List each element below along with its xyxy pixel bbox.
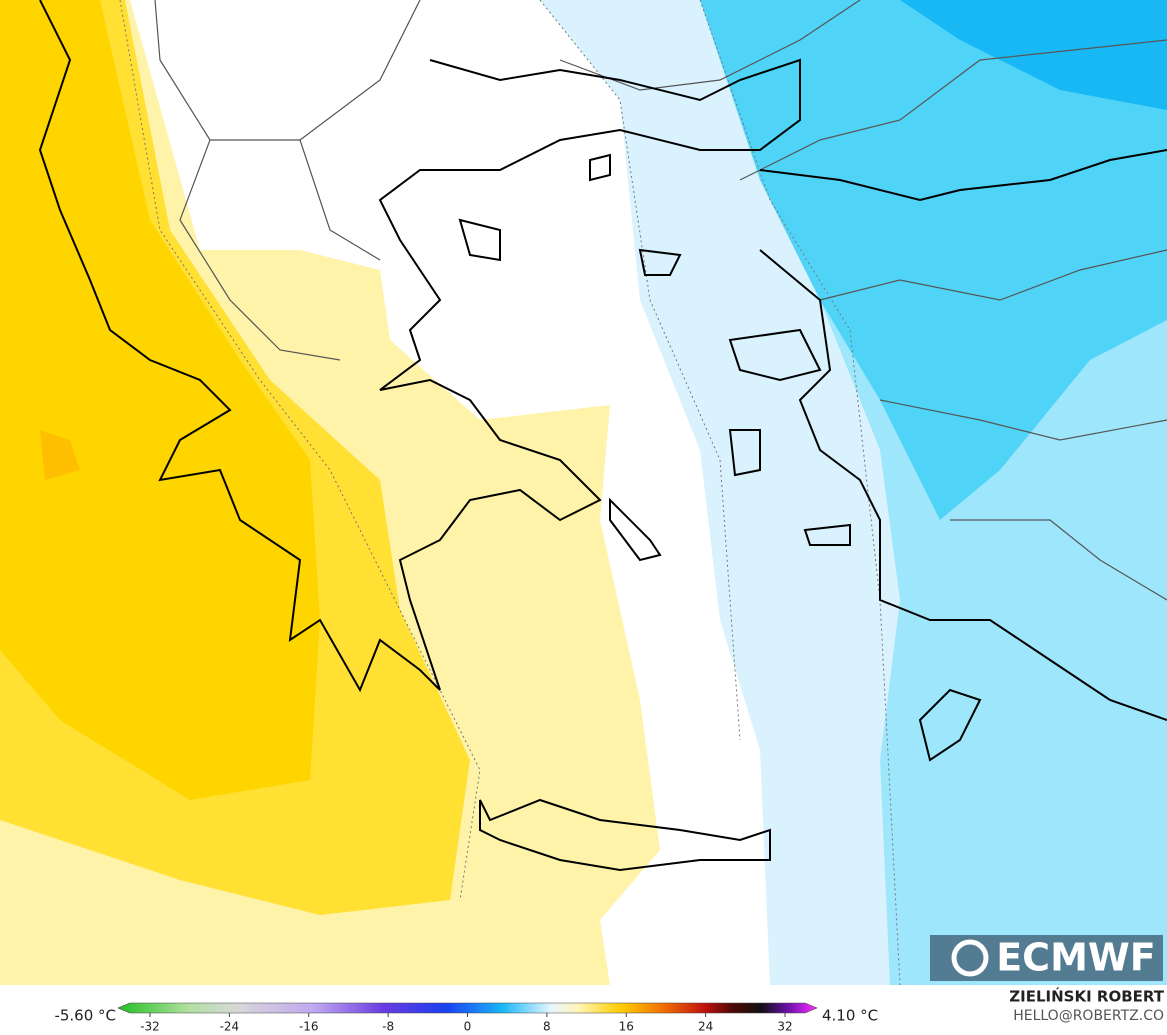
coldest-zone xyxy=(900,0,1167,110)
colorbar-tick-label: 24 xyxy=(698,1020,713,1034)
colorbar-tick-label: 16 xyxy=(619,1020,634,1034)
credit-contact: HELLO@ROBERTZ.CO xyxy=(1013,1008,1164,1024)
colorbar-tick-label: 0 xyxy=(464,1020,472,1034)
warmest-patch xyxy=(40,430,80,480)
colorbar-tick-label: -24 xyxy=(220,1020,240,1034)
colorbar-tick-label: -16 xyxy=(299,1020,319,1034)
colorbar xyxy=(117,1002,818,1014)
logo-text: ECMWF xyxy=(996,936,1156,980)
colorbar-ticks: -32 -24 -16 -8 0 8 16 24 32 xyxy=(140,1013,793,1034)
colorbar-tick-label: 8 xyxy=(543,1020,551,1034)
legend-min: -5.60 °C xyxy=(54,1007,116,1025)
map xyxy=(0,0,1167,986)
colder-zone xyxy=(700,0,1167,520)
colorbar-tick-label: -32 xyxy=(140,1020,160,1034)
colorbar-tick-label: 32 xyxy=(777,1020,792,1034)
colorbar-tick-label: -8 xyxy=(382,1020,394,1034)
warmer-zone xyxy=(0,0,320,800)
logo-icon xyxy=(951,939,989,977)
legend-max: 4.10 °C xyxy=(822,1007,878,1025)
credit-author: ZIELIŃSKI ROBERT xyxy=(1009,987,1164,1006)
